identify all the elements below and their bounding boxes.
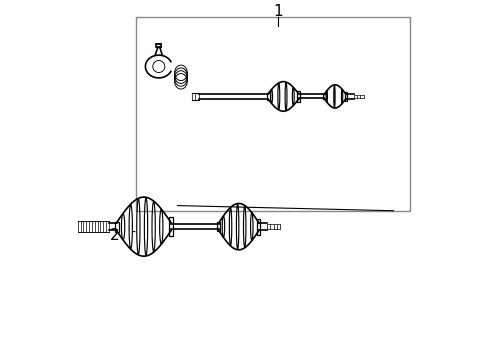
Text: 2: 2 <box>110 228 120 243</box>
Bar <box>297 91 300 102</box>
Bar <box>257 219 261 235</box>
Bar <box>344 93 347 100</box>
Bar <box>169 217 173 236</box>
Bar <box>217 222 220 231</box>
Text: 1: 1 <box>273 4 283 19</box>
Bar <box>267 93 270 100</box>
Bar <box>323 94 326 99</box>
Bar <box>115 222 119 231</box>
Bar <box>136 17 411 211</box>
